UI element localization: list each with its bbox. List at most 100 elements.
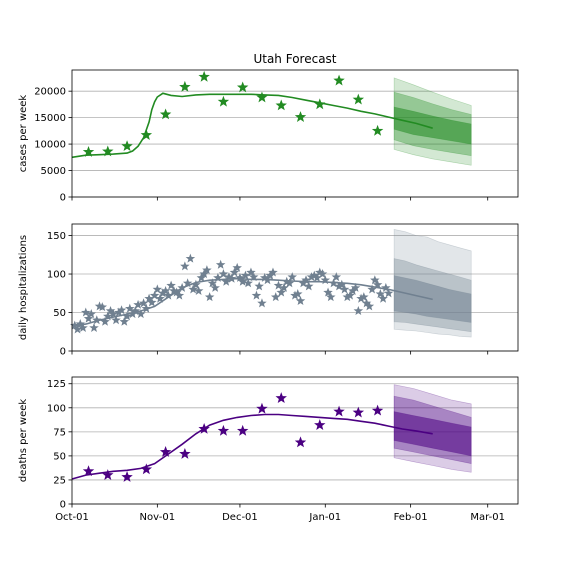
observed-point bbox=[293, 289, 303, 299]
observed-point bbox=[82, 146, 95, 157]
observed-point bbox=[281, 276, 292, 286]
observed-point bbox=[304, 281, 314, 291]
observed-point bbox=[294, 436, 307, 448]
observed-point bbox=[169, 285, 179, 296]
x-tick-label: Feb-01 bbox=[394, 512, 428, 523]
model-line bbox=[71, 413, 433, 480]
y-tick-label: 50 bbox=[53, 451, 66, 462]
observed-point bbox=[314, 98, 326, 110]
observed-point bbox=[191, 279, 201, 289]
observed-point bbox=[257, 298, 267, 308]
observed-point bbox=[312, 272, 322, 282]
observed-point bbox=[174, 290, 185, 300]
observed-point bbox=[202, 265, 212, 275]
observed-point bbox=[275, 99, 287, 111]
observed-point bbox=[275, 392, 287, 404]
observed-point bbox=[171, 287, 182, 297]
observed-point bbox=[121, 140, 133, 152]
panel-cases: 0 5000 10000 15000 20000 cases per week bbox=[18, 69, 519, 204]
observed-point bbox=[298, 278, 309, 288]
observed-point bbox=[375, 289, 386, 299]
observed-point bbox=[121, 471, 133, 482]
observed-point bbox=[136, 309, 146, 319]
observed-point bbox=[372, 279, 383, 289]
observed-point bbox=[306, 272, 317, 282]
x-tick-label: Nov-01 bbox=[140, 512, 176, 523]
observed-point bbox=[237, 276, 248, 286]
observed-point bbox=[371, 124, 384, 136]
observed-point bbox=[217, 95, 230, 107]
panel-deaths: 0 25 50 75 100 125 Oct-01 Nov-01 Dec-01 Jan-01 Feb… bbox=[18, 376, 519, 523]
observed-point bbox=[350, 282, 361, 292]
y-tick-label: 5000 bbox=[41, 166, 66, 177]
observed-point bbox=[159, 108, 172, 120]
observed-point bbox=[334, 281, 344, 291]
observed-point bbox=[127, 309, 138, 319]
observed-point bbox=[204, 292, 215, 302]
observed-point bbox=[333, 405, 345, 417]
observed-point bbox=[345, 290, 355, 300]
observed-point bbox=[339, 284, 350, 294]
observed-point bbox=[353, 305, 364, 316]
observed-point bbox=[72, 324, 83, 334]
observed-point bbox=[320, 275, 331, 285]
observed-point bbox=[236, 81, 249, 93]
observed-point bbox=[198, 70, 210, 82]
y-tick-label: 10000 bbox=[34, 140, 66, 151]
observed-point bbox=[97, 302, 108, 312]
observed-point bbox=[268, 267, 278, 277]
observed-point bbox=[210, 282, 220, 292]
observed-point bbox=[155, 293, 165, 303]
observed-point bbox=[180, 261, 190, 271]
observed-point bbox=[111, 315, 121, 325]
observed-point bbox=[276, 287, 286, 297]
observed-point bbox=[188, 284, 198, 294]
observed-point bbox=[116, 305, 127, 315]
y-tick-label: 75 bbox=[53, 427, 66, 438]
observed-point bbox=[290, 290, 300, 300]
observed-point bbox=[328, 278, 339, 288]
observed-point bbox=[235, 272, 245, 282]
figure-title: Utah Forecast bbox=[253, 52, 336, 66]
observed-point bbox=[256, 402, 268, 414]
observed-point bbox=[105, 305, 116, 316]
observed-point bbox=[193, 285, 204, 296]
observed-point bbox=[236, 424, 249, 436]
observed-point bbox=[147, 297, 157, 307]
y-tick-label: 25 bbox=[53, 475, 66, 486]
observed-point bbox=[185, 253, 196, 263]
observed-point bbox=[133, 299, 143, 309]
observed-point bbox=[287, 272, 297, 282]
observed-point bbox=[326, 292, 336, 302]
observed-point bbox=[314, 419, 326, 430]
observed-point bbox=[75, 319, 86, 329]
y-tick-label: 150 bbox=[47, 231, 66, 242]
x-tick-label: Dec-01 bbox=[222, 512, 258, 523]
observed-point bbox=[295, 295, 306, 306]
y-tick-label: 100 bbox=[47, 270, 66, 281]
observed-point bbox=[301, 275, 311, 285]
y-tick-label: 0 bbox=[60, 347, 66, 358]
observed-point bbox=[140, 129, 153, 140]
observed-point bbox=[70, 320, 80, 330]
observed-point bbox=[103, 311, 113, 321]
model-line bbox=[71, 92, 433, 159]
observed-point bbox=[309, 270, 320, 280]
observed-point bbox=[89, 322, 99, 332]
observed-point bbox=[361, 298, 372, 308]
observed-point bbox=[378, 293, 388, 303]
observed-point bbox=[83, 313, 94, 323]
observed-point bbox=[158, 288, 168, 298]
observed-point bbox=[114, 307, 124, 317]
observed-point bbox=[383, 288, 394, 298]
observed-point bbox=[279, 282, 289, 292]
y-axis-label: daily hospitalizations bbox=[18, 235, 29, 340]
observed-point bbox=[163, 290, 174, 300]
observed-point bbox=[352, 406, 365, 418]
observed-point bbox=[371, 404, 384, 416]
observed-point bbox=[251, 290, 262, 300]
y-tick-label: 20000 bbox=[34, 87, 66, 98]
axes-frame bbox=[71, 69, 519, 198]
observed-point bbox=[331, 272, 342, 282]
